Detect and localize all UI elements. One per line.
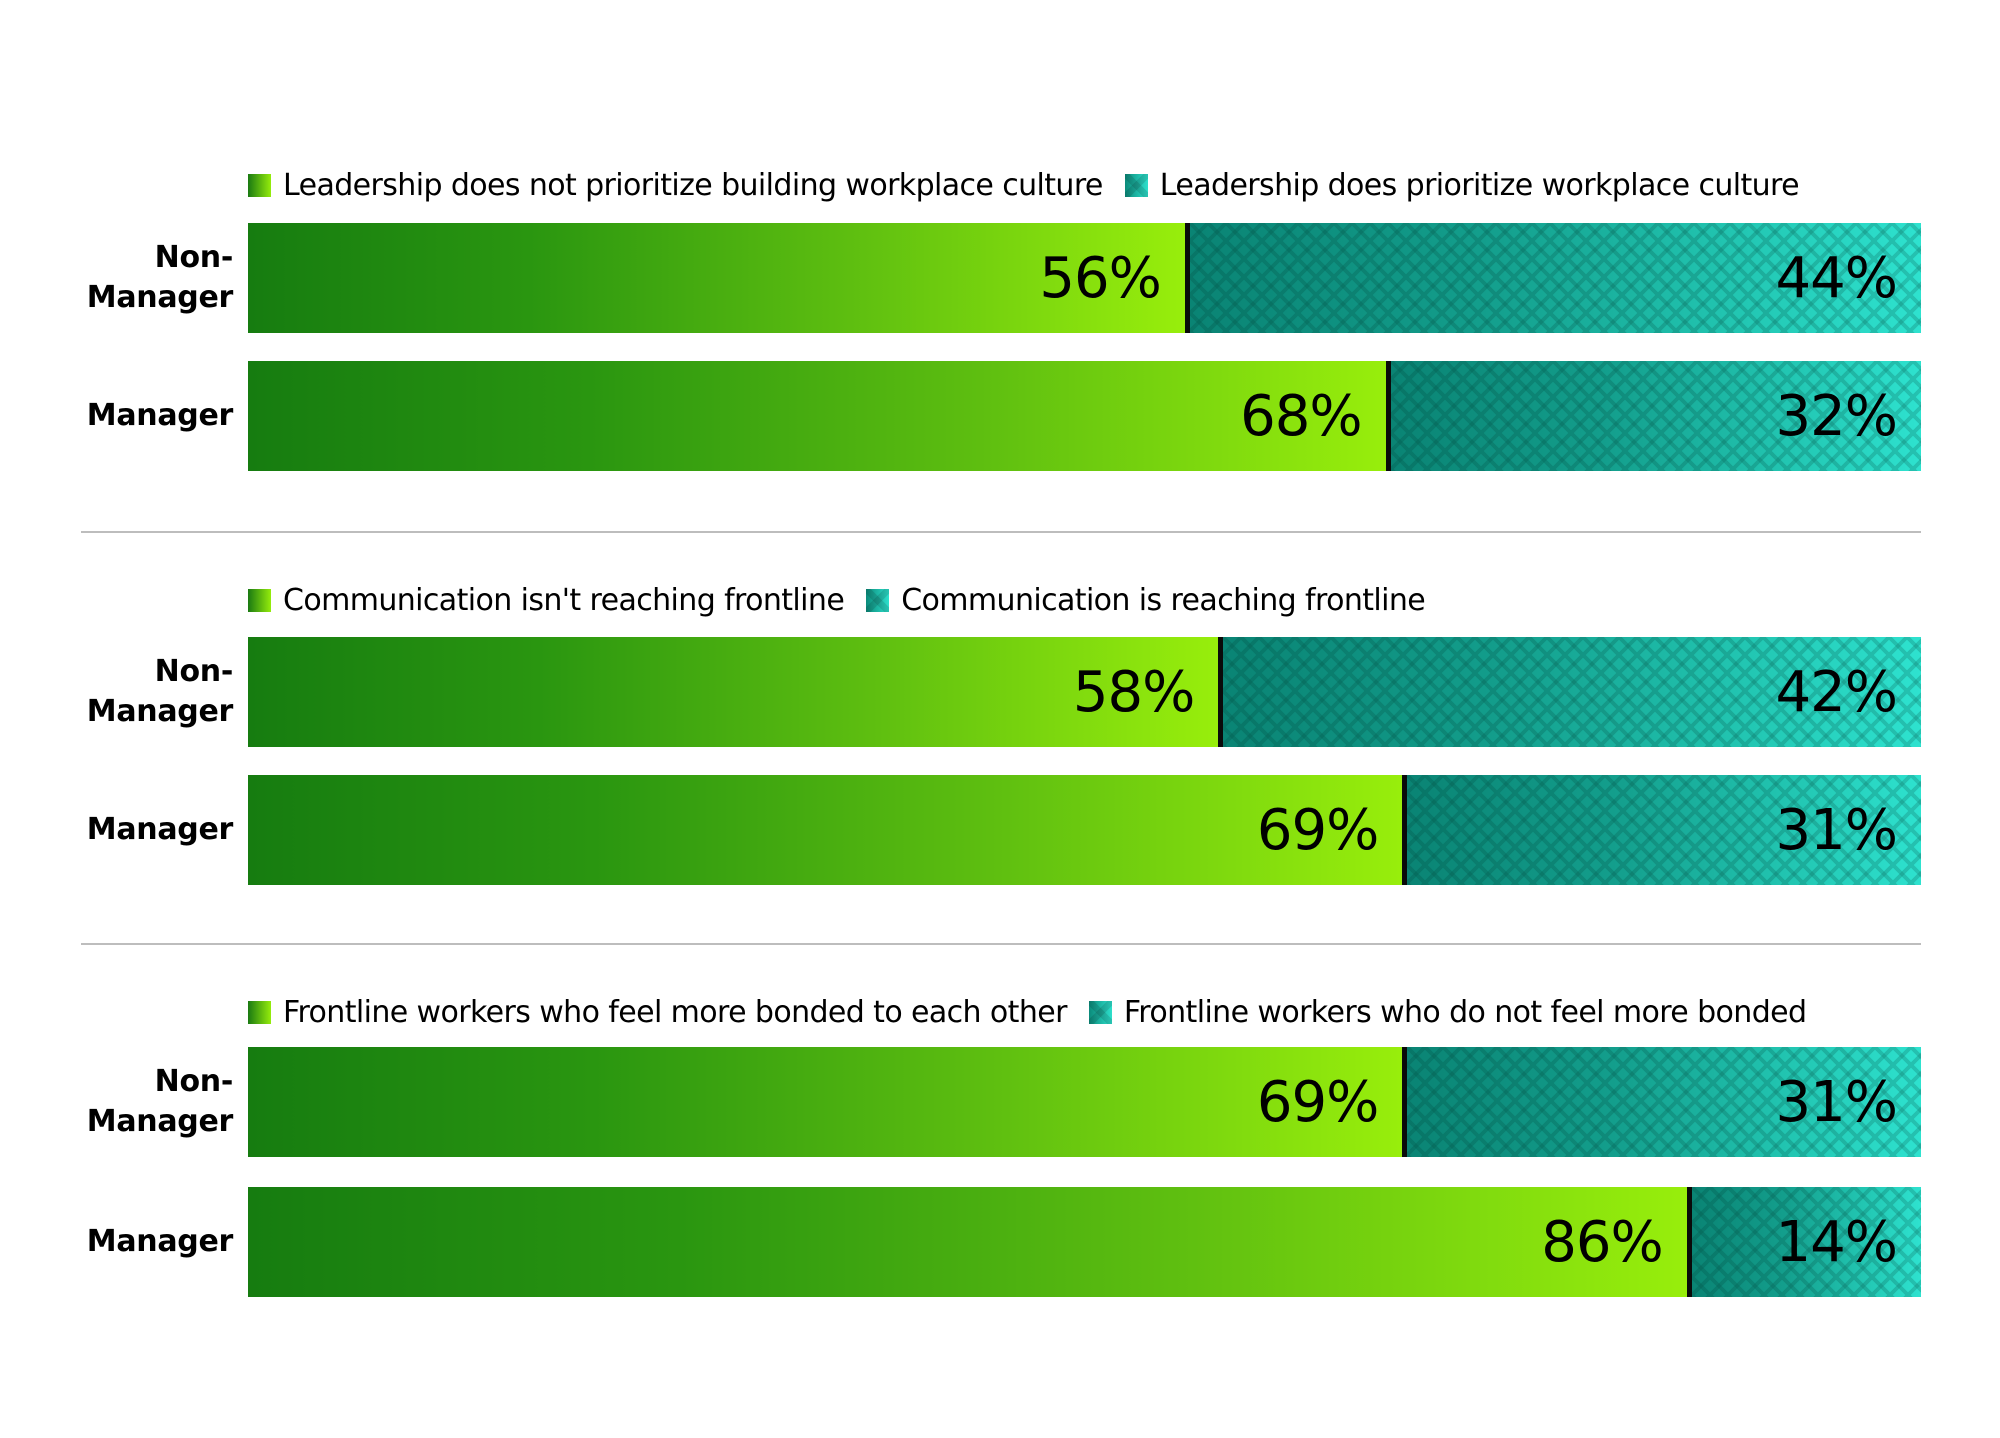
data-label: 42% — [1775, 659, 1898, 725]
category-label-line: Manager — [86, 1104, 234, 1139]
bar-segment-second-series: 32% — [1385, 361, 1921, 471]
bar-row: 69% 31% — [248, 1047, 1921, 1157]
legend-label: Frontline workers who feel more bonded t… — [283, 994, 1067, 1030]
legend-label: Communication is reaching frontline — [901, 582, 1426, 618]
data-label: 31% — [1775, 797, 1898, 863]
segment-diamond-pattern — [1189, 223, 1921, 333]
legend-item: Leadership does prioritize workplace cul… — [1124, 167, 1800, 203]
legend-swatch-teal — [1088, 1000, 1112, 1024]
legend-item: Leadership does not prioritize building … — [248, 168, 1103, 203]
segment-diamond-pattern — [1407, 1047, 1921, 1157]
legend-label: Leadership does not prioritize building … — [283, 167, 1103, 203]
legend-item: Communication isn't reaching frontline — [248, 582, 845, 618]
data-label: 68% — [1240, 383, 1362, 449]
segment-gradient — [1390, 361, 1921, 471]
bar-row: 58% 42% — [248, 637, 1921, 747]
bar-segment-second-series: 44% — [1184, 223, 1921, 333]
segment-gradient — [1189, 223, 1921, 333]
bar-segment-first-series: 68% — [248, 361, 1386, 471]
legend-swatch-green — [248, 173, 271, 197]
bar-row: 86% 14% — [248, 1187, 1921, 1297]
bar-row: 69% 31% — [248, 775, 1921, 885]
legend-label: Communication isn't reaching frontline — [283, 582, 845, 618]
bar-row: 56% 44% — [248, 223, 1921, 333]
bar-row: 68% 32% — [248, 361, 1921, 471]
segment-gradient — [1407, 775, 1921, 885]
segment-diamond-pattern — [1390, 361, 1921, 471]
segment-gradient — [1691, 1187, 1921, 1297]
category-label: Manager — [60, 1222, 234, 1262]
panel-divider — [81, 531, 1921, 533]
legend-swatch-teal — [866, 588, 890, 612]
legend-item: Frontline workers who feel more bonded t… — [248, 995, 1067, 1030]
segment-diamond-pattern — [1223, 637, 1921, 747]
bar-segment-second-series: 14% — [1686, 1187, 1921, 1297]
legend: Frontline workers who feel more bonded t… — [248, 992, 1828, 1032]
bar-segment-first-series: 69% — [248, 775, 1403, 885]
category-label: Non- Manager — [60, 1062, 234, 1142]
category-label-line: Manager — [86, 1224, 234, 1259]
legend: Communication isn't reaching frontline Co… — [248, 580, 1447, 620]
segment-diamond-pattern — [1407, 775, 1921, 885]
category-label-line: Manager — [86, 694, 234, 729]
category-label-line: Manager — [86, 398, 234, 433]
bar-segment-first-series: 69% — [248, 1047, 1403, 1157]
data-label: 58% — [1072, 659, 1195, 725]
data-label: 31% — [1775, 1069, 1898, 1135]
legend-swatch-green — [248, 1000, 271, 1024]
category-label-line: Non- — [154, 654, 234, 689]
bar-segment-second-series: 42% — [1218, 637, 1921, 747]
bar-segment-second-series: 31% — [1402, 775, 1921, 885]
category-label-line: Non- — [154, 1064, 234, 1099]
category-label: Manager — [60, 396, 234, 436]
category-label: Non- Manager — [60, 238, 234, 318]
bar-segment-first-series: 86% — [248, 1187, 1687, 1297]
category-label-line: Manager — [86, 812, 234, 847]
legend-swatch-teal — [1124, 173, 1148, 197]
bar-segment-first-series: 58% — [248, 637, 1219, 747]
legend-item: Frontline workers who do not feel more b… — [1088, 994, 1807, 1030]
data-label: 56% — [1039, 245, 1161, 311]
data-label: 69% — [1256, 1069, 1379, 1135]
data-label: 14% — [1775, 1209, 1898, 1275]
legend-label: Frontline workers who do not feel more b… — [1123, 994, 1807, 1030]
category-label-line: Manager — [86, 280, 234, 315]
bar-segment-first-series: 56% — [248, 223, 1185, 333]
legend-item: Communication is reaching frontline — [866, 582, 1426, 618]
legend-label: Leadership does prioritize workplace cul… — [1159, 167, 1800, 203]
segment-gradient — [1223, 637, 1921, 747]
data-label: 32% — [1775, 383, 1898, 449]
legend: Leadership does not prioritize building … — [248, 165, 1821, 205]
category-label: Non- Manager — [60, 652, 234, 732]
legend-swatch-green — [248, 588, 271, 612]
segment-diamond-pattern — [1691, 1187, 1921, 1297]
category-label-line: Non- — [154, 240, 234, 275]
data-label: 86% — [1541, 1209, 1663, 1275]
panel-divider — [81, 943, 1921, 945]
bar-segment-second-series: 31% — [1402, 1047, 1921, 1157]
category-label: Manager — [60, 810, 234, 850]
segment-gradient — [1407, 1047, 1921, 1157]
data-label: 44% — [1775, 245, 1898, 311]
data-label: 69% — [1256, 797, 1379, 863]
